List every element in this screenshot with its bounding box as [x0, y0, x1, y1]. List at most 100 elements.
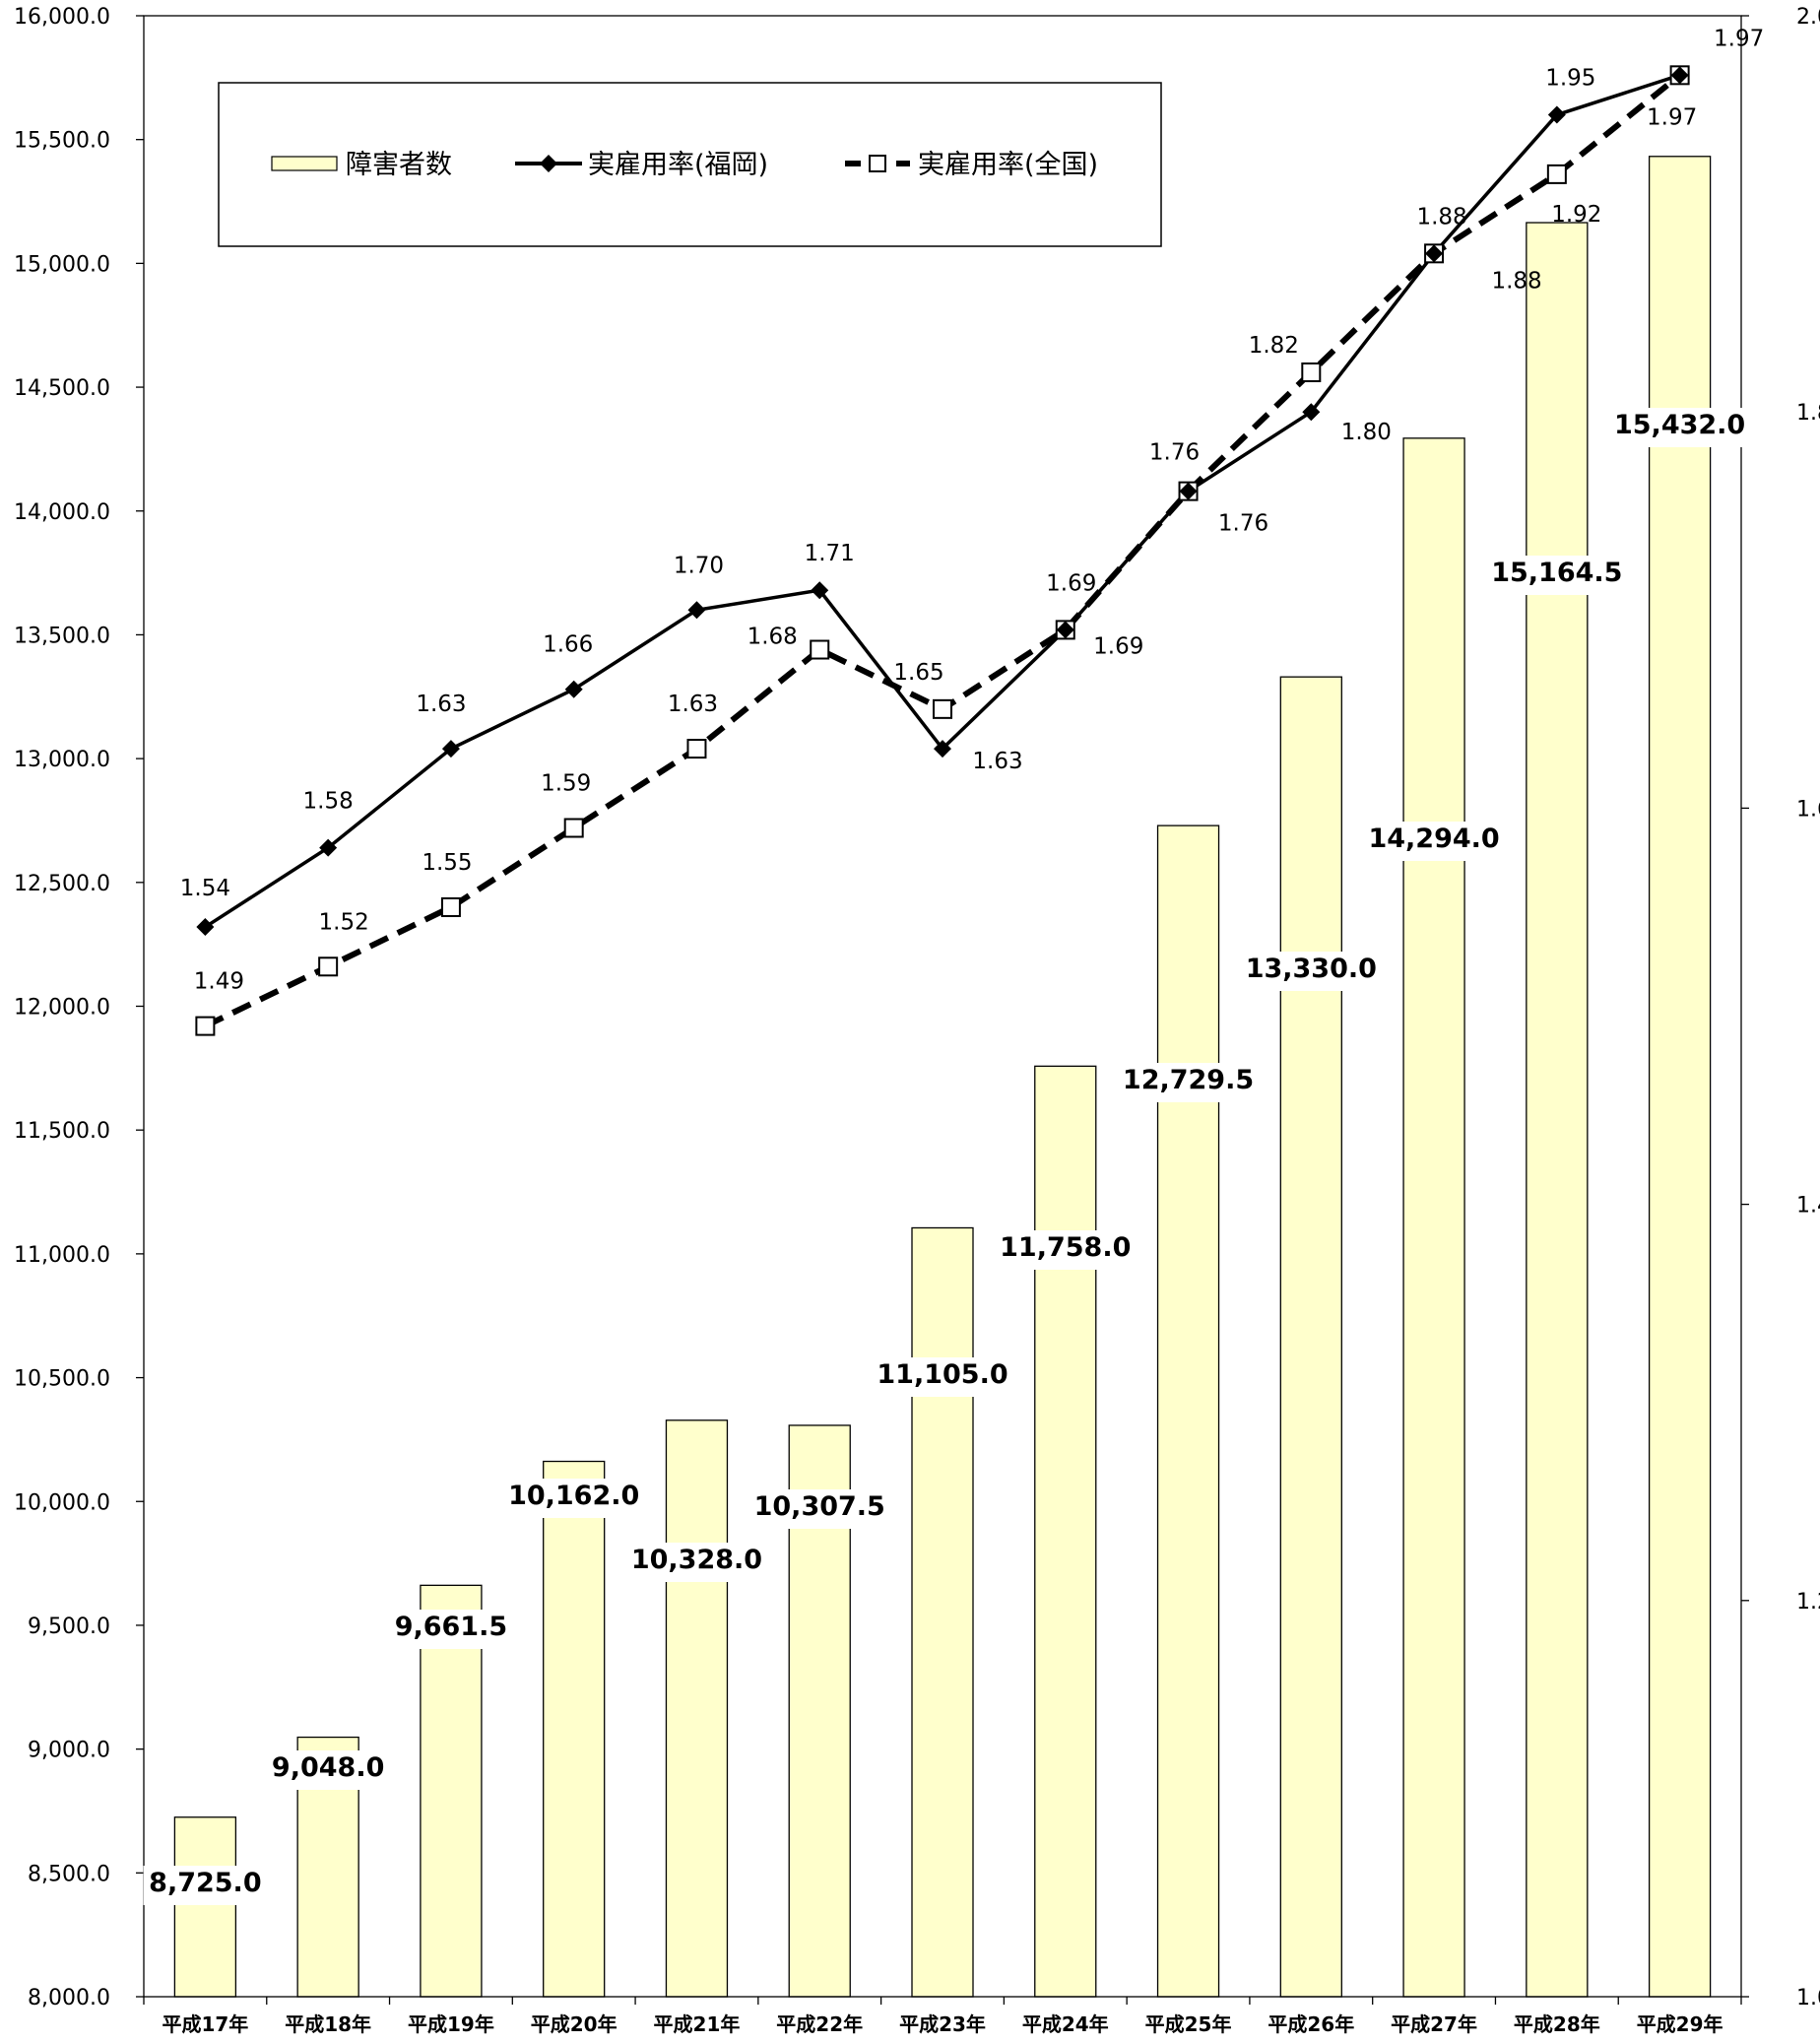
- rate-label-national: 1.68: [748, 625, 798, 650]
- bar: [1648, 156, 1712, 1998]
- marker-national: [318, 956, 339, 977]
- rate-label-national: 1.49: [194, 969, 244, 995]
- rate-label-fukuoka: 1.58: [303, 789, 354, 815]
- bar-label-bg: [1486, 556, 1627, 595]
- y-left-tick-label: 12,500.0: [14, 872, 110, 896]
- bar-value-label: 15,164.5: [1491, 558, 1622, 588]
- rate-label-fukuoka: 1.88: [1416, 204, 1466, 230]
- y-left-tick-label: 16,000.0: [14, 5, 110, 30]
- bars-layer: [173, 156, 1712, 1998]
- rate-label-fukuoka: 1.80: [1341, 420, 1392, 445]
- bar-value-label: 8,725.0: [149, 1868, 261, 1898]
- y-left-tick-label: 8,000.0: [28, 1986, 110, 2011]
- bar-value-label: 9,048.0: [272, 1752, 384, 1783]
- bar: [1034, 1065, 1097, 1998]
- y-left-tick-label: 9,000.0: [28, 1739, 110, 1763]
- marker-national: [195, 1016, 216, 1036]
- marker-national: [563, 818, 584, 838]
- rate-label-national: 1.92: [1551, 202, 1601, 228]
- x-tick-label: 平成23年: [899, 2012, 986, 2036]
- legend-label-bars: 障害者数: [346, 150, 452, 180]
- y-left-tick-label: 15,000.0: [14, 252, 110, 277]
- legend-swatch-bars: [271, 156, 338, 171]
- bar: [420, 1584, 483, 1998]
- marker-fukuoka: [687, 601, 706, 620]
- bar-value-label: 15,432.0: [1614, 410, 1745, 440]
- bar-value-label: 14,294.0: [1368, 824, 1499, 854]
- y-left-tick-label: 14,000.0: [14, 500, 110, 525]
- y-left-tick-label: 10,000.0: [14, 1490, 110, 1515]
- x-tick-label: 平成25年: [1145, 2012, 1232, 2036]
- marker-national: [686, 739, 707, 759]
- bar: [1402, 437, 1465, 1998]
- y-right-tick-label: 1.0: [1796, 1986, 1820, 2011]
- bar-label-bg: [389, 1610, 513, 1649]
- bar-value-label: 9,661.5: [395, 1612, 507, 1642]
- bar-value-label: 10,162.0: [508, 1481, 639, 1511]
- marker-fukuoka: [1179, 482, 1198, 500]
- rate-label-national: 1.69: [1046, 570, 1096, 596]
- bar: [1526, 222, 1589, 1998]
- bar-value-label: 10,307.5: [754, 1491, 885, 1522]
- rate-label-national: 1.88: [1491, 268, 1541, 294]
- bar: [1156, 824, 1220, 1998]
- axes-layer: 8,000.0 8,500.0 9,000.0 9,500.0 10,000.0 10,5…: [14, 5, 1820, 2036]
- marker-national: [440, 896, 461, 917]
- x-tick-label: 平成22年: [776, 2012, 863, 2036]
- bar-label-bg: [749, 1489, 890, 1529]
- y-right-tick-label: 2.0: [1796, 5, 1820, 30]
- y-right-tick-label: 1.2: [1796, 1590, 1820, 1615]
- y-right-tick-label: 1.6: [1796, 797, 1820, 822]
- bar-label-bg: [143, 1866, 268, 1905]
- bar-value-label: 11,105.0: [877, 1359, 1008, 1390]
- marker-fukuoka: [1302, 403, 1321, 422]
- bar-value-label: 10,328.0: [631, 1545, 762, 1575]
- rate-label-national: 1.65: [893, 660, 943, 686]
- x-tick-label: 平成27年: [1391, 2012, 1477, 2036]
- bar: [543, 1460, 606, 1998]
- bar-value-label: 13,330.0: [1246, 954, 1377, 984]
- y-left-tick-label: 9,500.0: [28, 1615, 110, 1639]
- y-left-tick-label: 11,000.0: [14, 1243, 110, 1268]
- x-tick-label: 平成20年: [531, 2012, 618, 2036]
- rate-label-fukuoka: 1.63: [416, 692, 466, 717]
- x-tick-label: 平成24年: [1022, 2012, 1109, 2036]
- marker-national: [1301, 362, 1322, 382]
- rate-label-national: 1.52: [319, 909, 369, 935]
- y-left-tick-label: 13,000.0: [14, 748, 110, 772]
- rate-label-national: 1.63: [668, 692, 718, 717]
- legend: 障害者数 実雇用率(福岡) 実雇用率(全国): [218, 82, 1162, 247]
- rate-label-fukuoka: 1.97: [1714, 26, 1764, 51]
- bar: [665, 1419, 729, 1998]
- bar-label-bg: [266, 1750, 390, 1790]
- bar-label-bg: [1241, 952, 1382, 991]
- legend-label-national: 実雇用率(全国): [918, 150, 1098, 180]
- rate-label-fukuoka: 1.76: [1149, 440, 1200, 466]
- rate-label-national: 1.97: [1647, 104, 1697, 130]
- bar-label-bg: [995, 1230, 1136, 1270]
- rate-label-fukuoka: 1.69: [1093, 633, 1143, 659]
- legend-box: [218, 82, 1162, 247]
- marker-fukuoka: [1670, 66, 1689, 85]
- bar: [173, 1816, 237, 1998]
- x-tick-label: 平成19年: [408, 2012, 494, 2036]
- bar-label-bg: [873, 1357, 1012, 1397]
- marker-national: [1546, 164, 1567, 184]
- bar-value-label: 12,729.5: [1123, 1065, 1254, 1095]
- bar-label-bg: [1609, 408, 1750, 447]
- x-tick-label: 平成21年: [654, 2012, 741, 2036]
- y-left-tick-label: 8,500.0: [28, 1862, 110, 1886]
- marker-national: [933, 698, 952, 719]
- y-right-tick-label: 1.4: [1796, 1194, 1820, 1219]
- bar: [911, 1226, 974, 1998]
- legend-swatch-fukuoka-marker: [540, 155, 557, 172]
- bar: [1279, 676, 1342, 1998]
- marker-fukuoka: [811, 581, 829, 600]
- rate-label-national: 1.59: [541, 771, 591, 797]
- rate-label-fukuoka: 1.95: [1545, 66, 1595, 92]
- marker-fukuoka: [934, 740, 951, 758]
- x-tick-label: 平成28年: [1514, 2012, 1600, 2036]
- y-left-tick-label: 11,500.0: [14, 1119, 110, 1144]
- labels-layer: 8,725.0 9,048.0 9,661.5 10,162.0 10,328.0 10,…: [143, 26, 1764, 1905]
